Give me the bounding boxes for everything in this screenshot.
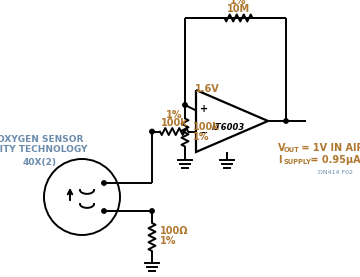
Text: I: I	[278, 155, 282, 165]
Text: 1%: 1%	[166, 109, 182, 120]
Text: SUPPLY: SUPPLY	[283, 160, 311, 165]
Circle shape	[150, 129, 154, 134]
Text: 100Ω: 100Ω	[160, 226, 189, 236]
Text: 40X(2): 40X(2)	[23, 158, 57, 166]
Text: DN414 F02: DN414 F02	[318, 170, 353, 175]
Text: CITY TECHNOLOGY: CITY TECHNOLOGY	[0, 145, 87, 155]
Text: 1.6V: 1.6V	[195, 84, 219, 94]
Text: 10M: 10M	[227, 4, 250, 14]
Circle shape	[150, 209, 154, 213]
Circle shape	[102, 209, 106, 213]
Circle shape	[102, 181, 106, 185]
Text: = 1V IN AIR: = 1V IN AIR	[298, 143, 360, 153]
Text: LT6003: LT6003	[211, 122, 245, 132]
Circle shape	[183, 103, 187, 107]
Text: = 0.95μA: = 0.95μA	[307, 155, 360, 165]
Text: OUT: OUT	[284, 147, 300, 153]
Text: −: −	[199, 127, 209, 138]
Text: V: V	[278, 143, 285, 153]
Text: 100k: 100k	[193, 122, 220, 132]
Text: +: +	[200, 104, 208, 114]
Text: 1%: 1%	[160, 236, 176, 246]
Circle shape	[284, 119, 288, 123]
Text: OXYGEN SENSOR: OXYGEN SENSOR	[0, 135, 83, 145]
Text: 1%: 1%	[193, 132, 210, 142]
Text: 100k: 100k	[161, 117, 188, 127]
Text: 1%: 1%	[230, 0, 247, 6]
